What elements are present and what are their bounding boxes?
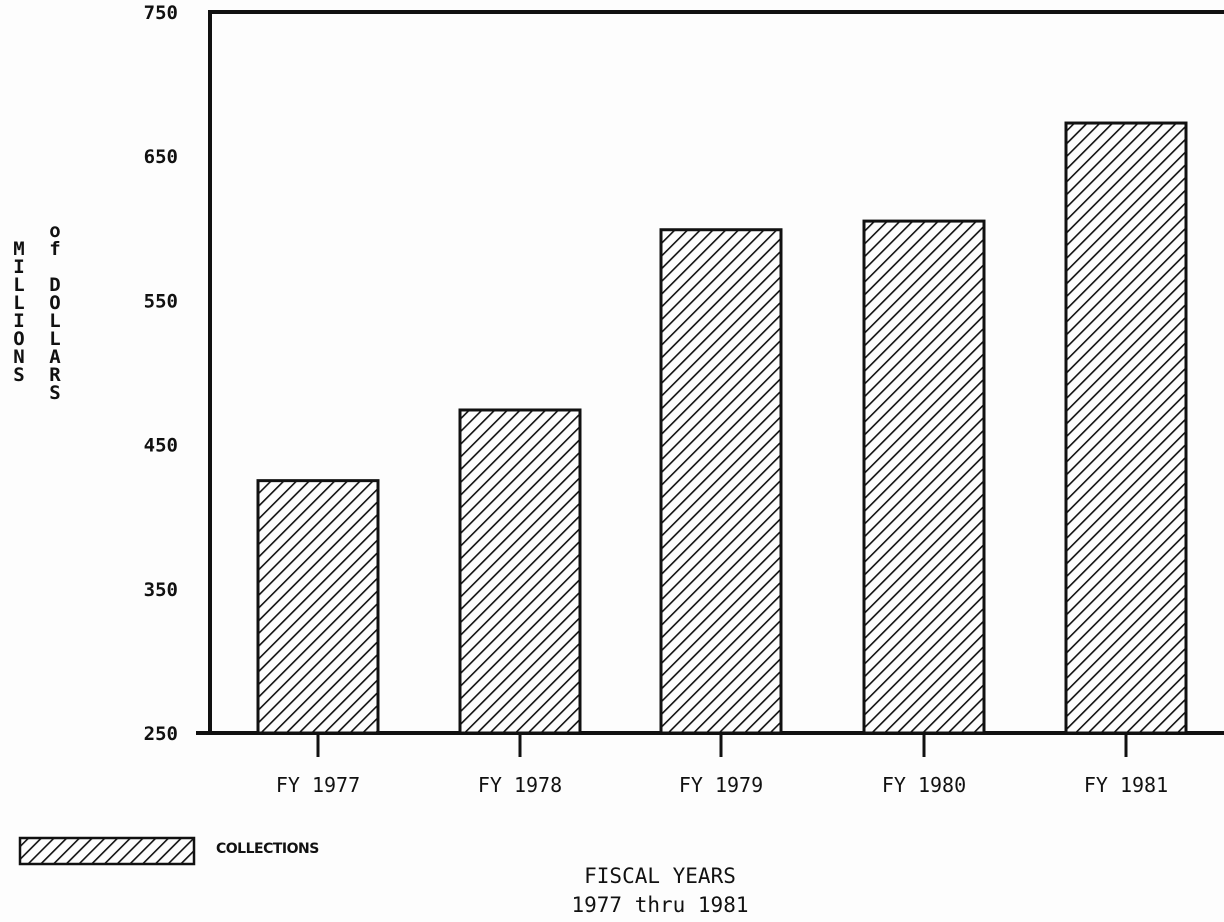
x-tick-label: FY 1980 (882, 773, 966, 797)
x-tick-label: FY 1979 (679, 773, 763, 797)
bar (1064, 121, 1188, 735)
y-ticks: 750 650 550 450 350 250 (144, 2, 178, 745)
bar (659, 228, 783, 735)
y-tick-label: 250 (144, 723, 178, 745)
x-axis-subtitle: 1977 thru 1981 (571, 893, 749, 917)
x-tick-label: FY 1978 (478, 773, 562, 797)
bar (458, 408, 582, 735)
legend-label: COLLECTIONS (216, 841, 319, 857)
y-tick-label: 550 (144, 290, 178, 312)
y-tick-label: 650 (144, 146, 178, 168)
y-tick-label: 750 (144, 2, 178, 24)
x-tick-label: FY 1977 (276, 773, 360, 797)
x-ticks: FY 1977 FY 1978 FY 1979 FY 1980 FY 1981 (276, 733, 1168, 797)
x-tick-label: FY 1981 (1084, 773, 1168, 797)
legend-swatch (18, 836, 196, 866)
y-tick-label: 350 (144, 579, 178, 601)
bar (256, 479, 380, 735)
y-tick-label: 450 (144, 435, 178, 457)
bars (256, 121, 1188, 735)
x-axis-title: FISCAL YEARS (584, 864, 736, 888)
bar (862, 219, 986, 735)
